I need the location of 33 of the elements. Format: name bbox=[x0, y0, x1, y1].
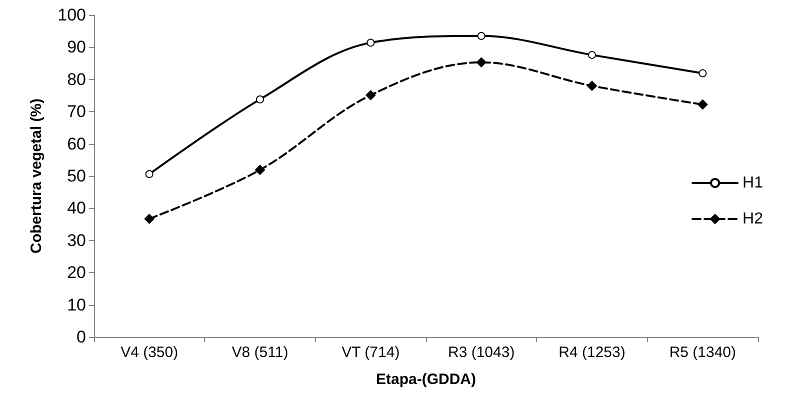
y-tick-label: 50 bbox=[67, 166, 86, 186]
point bbox=[366, 90, 376, 100]
y-tick-label: 30 bbox=[67, 230, 86, 250]
x-tick-label: V8 (511) bbox=[232, 344, 288, 361]
point bbox=[256, 95, 264, 104]
x-tick-label: VT (714) bbox=[342, 344, 400, 361]
legend-label: H1 bbox=[742, 174, 764, 192]
y-tick-label: 20 bbox=[67, 263, 86, 282]
y-tick-label: 0 bbox=[76, 328, 86, 346]
y-tick-label: 60 bbox=[67, 134, 86, 154]
y-tick-label: 70 bbox=[67, 102, 86, 122]
point bbox=[477, 32, 486, 40]
point bbox=[588, 50, 596, 59]
point bbox=[698, 100, 708, 110]
y-tick-label: 100 bbox=[58, 6, 86, 24]
point bbox=[476, 57, 486, 68]
x-tick-label: R4 (1253) bbox=[558, 344, 626, 361]
point bbox=[145, 170, 154, 178]
legend-label: H2 bbox=[742, 210, 764, 228]
y-tick-label: 10 bbox=[67, 295, 86, 314]
x-axis-title: Etapa-(GDDA) bbox=[376, 371, 476, 388]
y-tick-label: 90 bbox=[67, 38, 86, 57]
point bbox=[698, 69, 707, 78]
x-tick-label: R5 (1340) bbox=[669, 344, 736, 361]
point bbox=[144, 214, 154, 224]
point bbox=[587, 80, 597, 91]
point bbox=[366, 38, 375, 47]
y-tick-label: 40 bbox=[67, 198, 86, 218]
x-tick-label: V4 (350) bbox=[120, 344, 178, 361]
point bbox=[255, 164, 265, 175]
x-tick-label: R3 (1043) bbox=[448, 344, 515, 361]
y-tick-label: 80 bbox=[67, 70, 86, 89]
y-axis-title: Cobertura vegetal (%) bbox=[28, 98, 45, 254]
